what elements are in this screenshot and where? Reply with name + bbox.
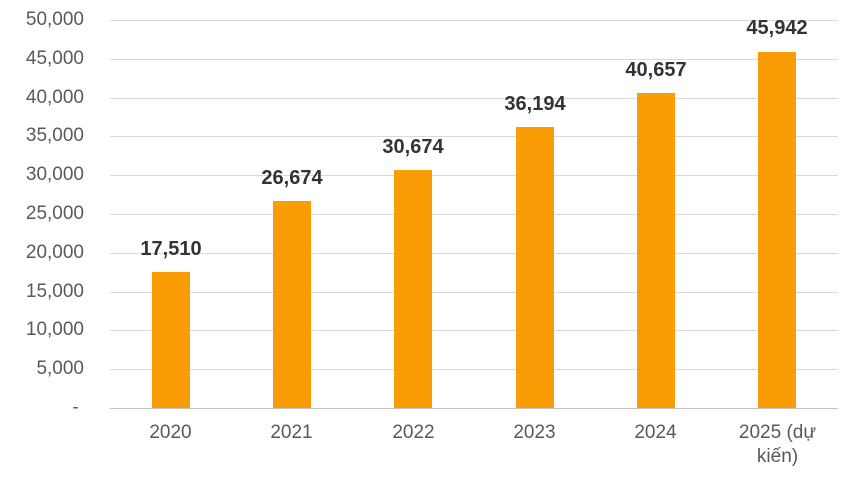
y-axis-tick-label: 5,000 xyxy=(36,358,84,379)
y-axis-tick-label: 50,000 xyxy=(25,9,84,30)
gridline xyxy=(110,174,838,176)
y-axis-tick-label: 35,000 xyxy=(25,125,84,146)
bar xyxy=(152,272,190,408)
x-axis-category-label: 2022 xyxy=(392,422,435,443)
x-axis-category-label: 2025 (dự kiến) xyxy=(738,422,817,467)
x-axis-line xyxy=(110,407,838,409)
gridline xyxy=(110,58,838,60)
bar-value-label: 36,194 xyxy=(504,93,566,115)
gridline xyxy=(110,291,838,293)
x-axis-category-label: 2024 xyxy=(634,422,677,443)
bar xyxy=(273,201,311,408)
x-axis-category-label: 2021 xyxy=(270,422,313,443)
bar xyxy=(758,51,796,408)
bar xyxy=(637,92,675,408)
bar xyxy=(394,170,432,408)
gridline xyxy=(110,329,838,331)
x-axis-category-label: 2020 xyxy=(149,422,192,443)
bar-value-label: 26,674 xyxy=(261,167,323,189)
bar-value-label: 17,510 xyxy=(140,238,202,260)
bar-value-label: 40,657 xyxy=(625,59,687,81)
y-axis-tick-label: 25,000 xyxy=(25,203,84,224)
y-axis-tick-label: 15,000 xyxy=(25,281,84,302)
bar-value-label: 30,674 xyxy=(382,136,444,158)
y-axis-tick-label: 30,000 xyxy=(25,164,84,185)
y-axis-tick-label: 20,000 xyxy=(25,242,84,263)
y-axis-tick-label: 10,000 xyxy=(25,319,84,340)
y-axis-tick-label: 40,000 xyxy=(25,87,84,108)
y-axis-tick-label: 45,000 xyxy=(25,48,84,69)
gridline xyxy=(110,368,838,370)
bar xyxy=(516,127,554,408)
bar-value-label: 45,942 xyxy=(746,17,808,39)
x-axis-category-label: 2023 xyxy=(513,422,556,443)
gridline xyxy=(110,213,838,215)
gridline xyxy=(110,252,838,254)
y-axis-tick-label: - xyxy=(72,397,84,418)
gridline xyxy=(110,97,838,99)
gridline xyxy=(110,19,838,21)
gridline xyxy=(110,135,838,137)
